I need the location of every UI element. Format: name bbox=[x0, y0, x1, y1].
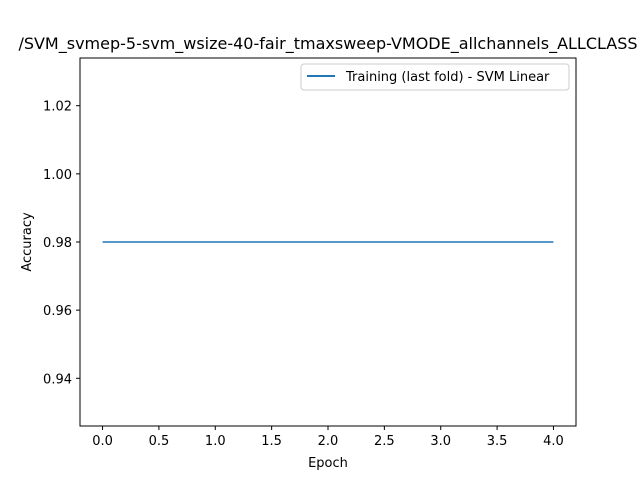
chart-title: /SVM_svmep-5-svm_wsize-40-fair_tmaxsweep… bbox=[18, 34, 637, 54]
y-tick-label: 0.96 bbox=[43, 304, 72, 319]
x-tick-label: 0.0 bbox=[92, 434, 113, 449]
legend-label: Training (last fold) - SVM Linear bbox=[345, 70, 550, 85]
legend: Training (last fold) - SVM Linear bbox=[300, 63, 570, 91]
x-tick-label: 2.0 bbox=[318, 434, 339, 449]
legend-box bbox=[300, 63, 570, 91]
x-tick-label: 3.5 bbox=[487, 434, 508, 449]
x-tick-label: 4.0 bbox=[543, 434, 564, 449]
y-tick-label: 0.98 bbox=[43, 236, 72, 251]
y-axis: 0.94 0.96 0.98 1.00 1.02 bbox=[43, 100, 80, 387]
x-axis: 0.0 0.5 1.0 1.5 2.0 2.5 3.0 3.5 4.0 bbox=[92, 426, 564, 449]
x-axis-label: Epoch bbox=[308, 456, 348, 471]
x-tick-label: 1.0 bbox=[205, 434, 226, 449]
y-axis-label: Accuracy bbox=[20, 212, 35, 272]
x-tick-label: 2.5 bbox=[374, 434, 395, 449]
x-tick-label: 0.5 bbox=[149, 434, 170, 449]
x-tick-label: 1.5 bbox=[261, 434, 282, 449]
y-tick-label: 1.02 bbox=[43, 100, 72, 115]
x-tick-label: 3.0 bbox=[430, 434, 451, 449]
y-tick-label: 1.00 bbox=[43, 168, 72, 183]
y-tick-label: 0.94 bbox=[43, 372, 72, 387]
